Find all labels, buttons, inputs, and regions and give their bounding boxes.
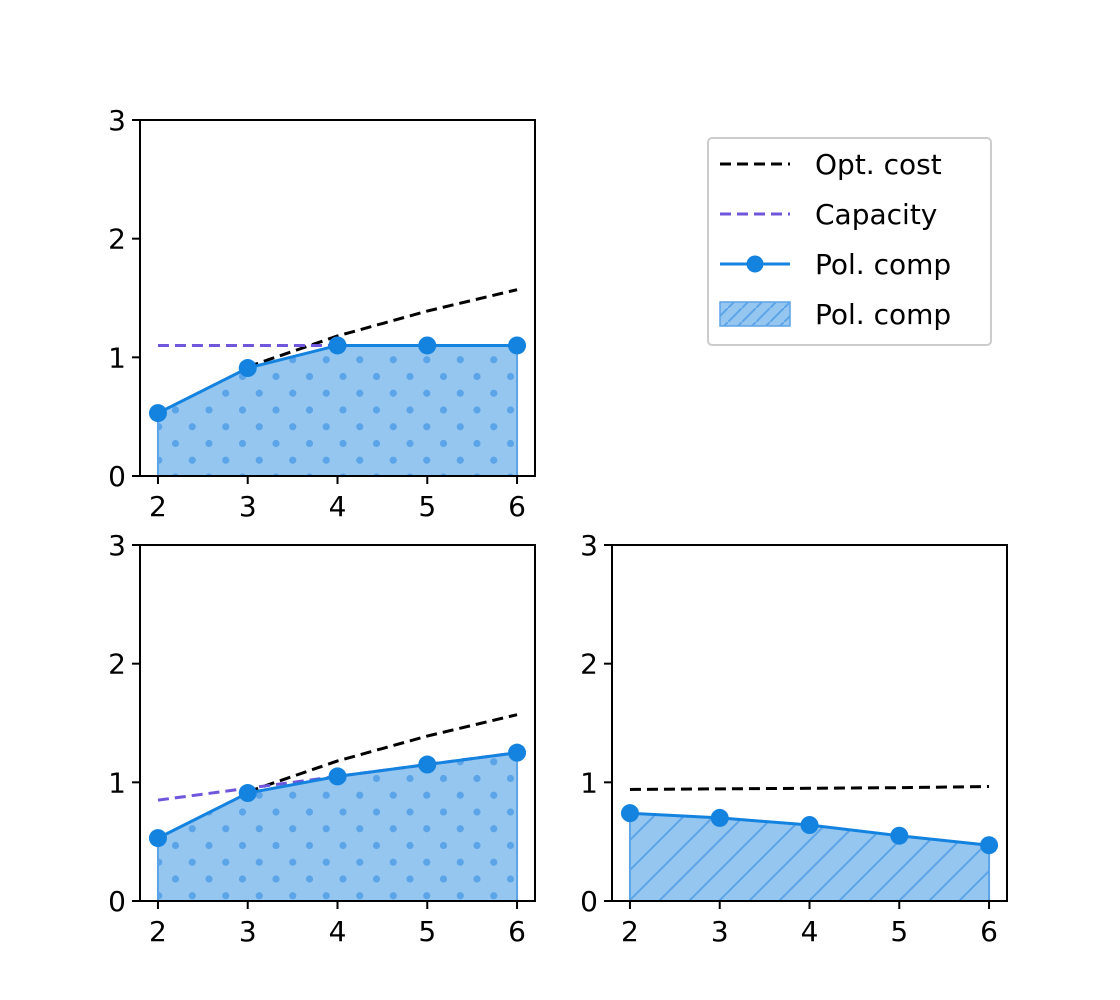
y-tick-label: 0 (108, 460, 126, 493)
pol-comp-marker (621, 804, 639, 822)
x-tick-label: 4 (801, 915, 819, 948)
y-tick-label: 1 (580, 766, 598, 799)
x-tick-label: 6 (508, 490, 526, 523)
subplot-bottom-left: 2 3 4 5 6 0 1 2 3 (108, 529, 535, 948)
plot-area (158, 715, 517, 901)
legend: Opt. cost Capacity Pol. comp Pol. comp (708, 138, 991, 345)
y-tick-label: 2 (108, 648, 126, 681)
pol-comp-marker (149, 404, 167, 422)
y-tick-label: 2 (108, 223, 126, 256)
pol-comp-marker (239, 784, 257, 802)
x-tick-label: 6 (980, 915, 998, 948)
x-tick-label: 5 (418, 915, 436, 948)
pol-comp-marker (418, 756, 436, 774)
x-tick-label: 2 (149, 915, 167, 948)
opt-cost-line (630, 786, 989, 789)
pol-comp-marker (890, 827, 908, 845)
x-tick-label: 4 (329, 490, 347, 523)
x-tick-label: 3 (711, 915, 729, 948)
pol-comp-marker (508, 744, 526, 762)
plot-area (630, 786, 989, 901)
pol-comp-marker (980, 836, 998, 854)
legend-label-capacity: Capacity (815, 198, 937, 231)
subplot-bottom-right: 2 3 4 5 6 0 1 2 3 (580, 529, 1007, 948)
pol-comp-marker (801, 816, 819, 834)
pol-comp-marker (418, 336, 436, 354)
y-tick-label: 2 (580, 648, 598, 681)
legend-label-opt-cost: Opt. cost (815, 148, 942, 181)
legend-swatch-pol-comp-marker (747, 256, 764, 273)
pol-comp-marker (711, 809, 729, 827)
pol-comp-marker (329, 336, 347, 354)
x-tick-label: 2 (149, 490, 167, 523)
y-tick-label: 1 (108, 766, 126, 799)
y-tick-label: 3 (580, 529, 598, 562)
subplot-top-left: 2 3 4 5 6 0 1 2 3 (108, 104, 535, 523)
x-tick-label: 4 (329, 915, 347, 948)
pol-comp-marker (329, 767, 347, 785)
plot-area (158, 290, 517, 476)
pol-comp-marker (239, 359, 257, 377)
x-tick-label: 5 (890, 915, 908, 948)
pol-comp-area-pattern (158, 345, 517, 476)
y-tick-label: 1 (108, 341, 126, 374)
y-tick-label: 0 (108, 885, 126, 918)
legend-label-pol-comp-line: Pol. comp (815, 248, 951, 281)
legend-label-pol-comp-area: Pol. comp (815, 298, 951, 331)
pol-comp-marker (149, 829, 167, 847)
x-tick-label: 2 (621, 915, 639, 948)
x-tick-label: 3 (239, 490, 257, 523)
x-tick-label: 5 (418, 490, 436, 523)
x-tick-label: 3 (239, 915, 257, 948)
legend-swatch-pol-comp-hatch (720, 302, 790, 326)
y-tick-label: 3 (108, 529, 126, 562)
y-tick-label: 3 (108, 104, 126, 137)
y-tick-label: 0 (580, 885, 598, 918)
x-tick-label: 6 (508, 915, 526, 948)
pol-comp-marker (508, 336, 526, 354)
